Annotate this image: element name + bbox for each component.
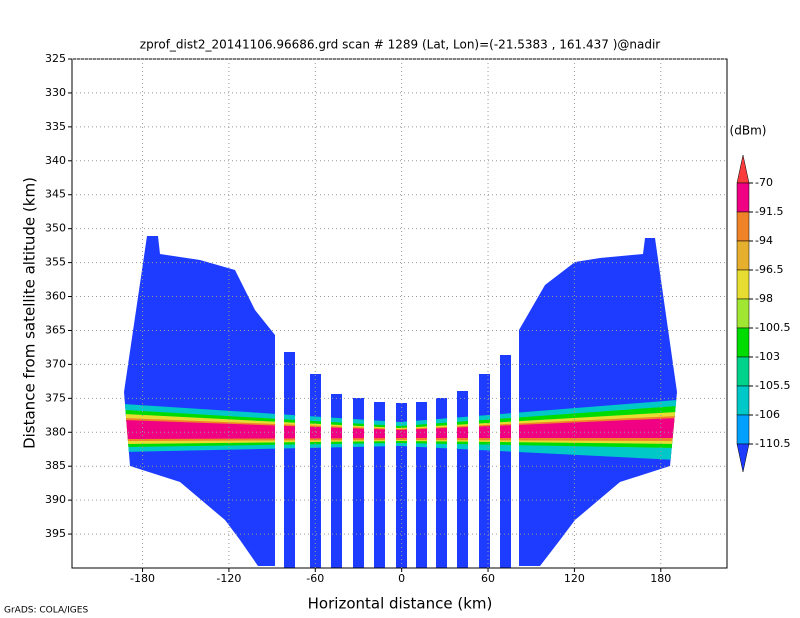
colorbar-label: -98 (755, 292, 773, 305)
colorbar-segment (736, 385, 750, 416)
colorbar-segment (736, 356, 750, 387)
y-tick-label: 360 (45, 290, 66, 303)
colorbar-unit: (dBm) (730, 124, 767, 138)
colorbar-segment (736, 269, 750, 300)
colorbar-segment (736, 211, 750, 242)
colorbar-label: -106 (755, 408, 780, 421)
x-tick-label: 0 (398, 572, 405, 585)
x-tick-label: 120 (564, 572, 585, 585)
y-tick-label: 345 (45, 188, 66, 201)
y-tick-label: 335 (45, 120, 66, 133)
colorbar-triangle (736, 154, 750, 184)
colorbar-label: -96.5 (755, 263, 783, 276)
colorbar-label: -100.5 (755, 321, 790, 334)
colorbar-label: -91.5 (755, 205, 783, 218)
x-tick-label: 180 (650, 572, 671, 585)
colorbar-label: -94 (755, 234, 773, 247)
colorbar-segment (736, 327, 750, 358)
colorbar-label: -110.5 (755, 437, 790, 450)
footer: GrADS: COLA/IGES (4, 606, 88, 616)
colorbar-label: -70 (755, 176, 773, 189)
y-tick-label: 395 (45, 527, 66, 540)
x-tick-label: 60 (481, 572, 495, 585)
y-tick-label: 325 (45, 52, 66, 65)
x-axis-label: Horizontal distance (km) (308, 595, 493, 613)
y-axis-label: Distance from satellite altitude (km) (21, 177, 39, 449)
y-tick-label: 365 (45, 323, 66, 336)
x-tick-label: -60 (306, 572, 324, 585)
y-tick-label: 375 (45, 391, 66, 404)
colorbar-label: -103 (755, 350, 780, 363)
y-tick-label: 330 (45, 86, 66, 99)
colorbar-triangle (736, 443, 750, 473)
colorbar-label: -105.5 (755, 379, 790, 392)
plot-frame (71, 58, 728, 569)
y-tick-label: 380 (45, 425, 66, 438)
y-tick-label: 350 (45, 222, 66, 235)
colorbar-segment (736, 298, 750, 329)
y-tick-label: 370 (45, 357, 66, 370)
y-tick-label: 340 (45, 154, 66, 167)
x-tick-label: -120 (216, 572, 241, 585)
field (124, 236, 677, 568)
colorbar-segment (736, 414, 750, 445)
y-tick-label: 355 (45, 256, 66, 269)
colorbar-segment (736, 240, 750, 271)
y-tick-label: 385 (45, 459, 66, 472)
x-tick-label: -180 (130, 572, 155, 585)
chart-title: zprof_dist2_20141106.96686.grd scan # 12… (140, 38, 661, 52)
y-tick-label: 390 (45, 493, 66, 506)
colorbar-segment (736, 182, 750, 213)
